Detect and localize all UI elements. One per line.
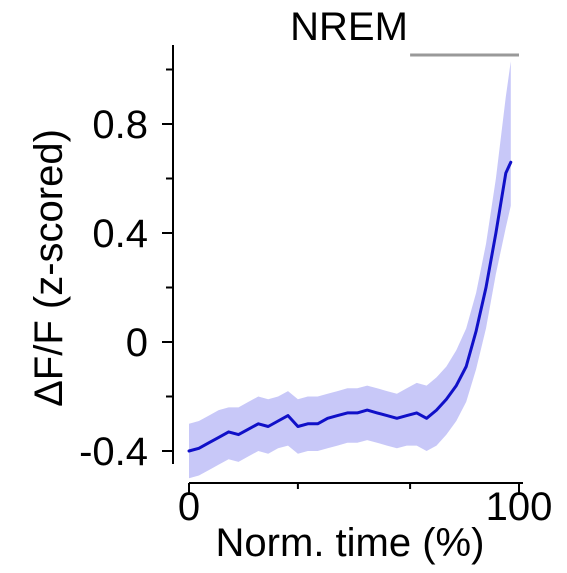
x-tick-label: 0: [178, 485, 200, 529]
confidence-bands: [189, 61, 511, 479]
x-ticks: 0 100: [178, 483, 553, 529]
y-axis-label: ΔF/F (z-scored): [27, 129, 71, 407]
chart-title: NREM: [290, 5, 408, 49]
axes: [172, 45, 523, 484]
x-axis-label: Norm. time (%): [216, 521, 485, 565]
sem-band: [189, 61, 511, 479]
y-tick-label: 0.4: [92, 212, 148, 256]
series-lines: [187, 160, 513, 453]
y-tick-label: 0.8: [92, 103, 148, 147]
y-tick-label: -0.4: [79, 430, 148, 474]
y-ticks: -0.4 0 0.4 0.8: [79, 68, 173, 474]
y-tick-label: 0: [126, 321, 148, 365]
mean-trace-line: [187, 160, 513, 453]
x-tick-label: 100: [486, 485, 553, 529]
